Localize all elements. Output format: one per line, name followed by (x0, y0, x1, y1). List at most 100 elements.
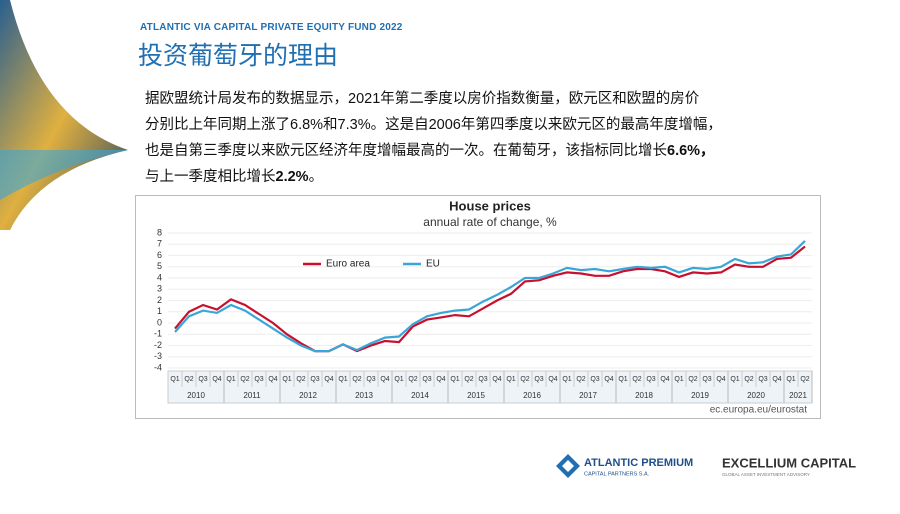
x-tick-label: Q4 (268, 376, 277, 383)
x-tick-label: Q4 (380, 376, 389, 383)
y-tick-label: -4 (154, 362, 162, 372)
x-tick-label: Q3 (758, 376, 767, 383)
x-tick-label: Q3 (198, 376, 207, 383)
x-tick-label: Q4 (604, 376, 613, 383)
logo-left: ATLANTIC PREMIUM (584, 457, 693, 469)
text-run: 2.2% (275, 169, 309, 185)
year-label: 2011 (243, 391, 261, 400)
logo-left-sub: CAPITAL PARTNERS S.A. (584, 471, 650, 477)
x-tick-label: Q1 (730, 376, 739, 383)
x-tick-label: Q3 (254, 376, 263, 383)
year-label: 2015 (467, 391, 485, 400)
x-tick-label: Q2 (520, 376, 529, 383)
x-tick-label: Q2 (296, 376, 305, 383)
year-label: 2010 (187, 391, 205, 400)
x-tick-label: Q4 (772, 376, 781, 383)
x-tick-label: Q3 (534, 376, 543, 383)
x-tick-label: Q2 (240, 376, 249, 383)
year-label: 2013 (355, 391, 373, 400)
y-tick-label: 2 (157, 295, 162, 305)
legend-label: Euro area (326, 259, 370, 270)
year-label: 2017 (579, 391, 597, 400)
year-label: 2019 (691, 391, 709, 400)
y-tick-label: 5 (157, 261, 162, 271)
x-tick-label: Q2 (800, 376, 809, 383)
y-tick-label: 4 (157, 272, 162, 282)
x-tick-label: Q2 (744, 376, 753, 383)
paragraph-line: 与上一季度相比增长2.2%。 (145, 164, 875, 190)
x-tick-label: Q2 (184, 376, 193, 383)
x-tick-label: Q4 (436, 376, 445, 383)
x-tick-label: Q3 (590, 376, 599, 383)
text-run: 与上一季度相比增长 (145, 169, 276, 185)
x-tick-label: Q2 (464, 376, 473, 383)
x-tick-label: Q4 (716, 376, 725, 383)
y-tick-label: 8 (157, 227, 162, 237)
kicker: ATLANTIC VIA CAPITAL PRIVATE EQUITY FUND… (140, 22, 403, 33)
decor-image (0, 0, 128, 230)
x-tick-label: Q4 (492, 376, 501, 383)
x-tick-label: Q2 (632, 376, 641, 383)
x-tick-label: Q1 (282, 376, 291, 383)
paragraph: 据欧盟统计局发布的数据显示，2021年第二季度以房价指数衡量，欧元区和欧盟的房价… (145, 86, 875, 190)
x-tick-label: Q1 (394, 376, 403, 383)
x-tick-label: Q2 (688, 376, 697, 383)
x-tick-label: Q1 (450, 376, 459, 383)
year-label: 2020 (747, 391, 765, 400)
x-tick-label: Q3 (366, 376, 375, 383)
paragraph-line: 也是自第三季度以来欧元区经济年度增幅最高的一次。在葡萄牙，该指标同比增长6.6%… (145, 138, 875, 164)
x-tick-label: Q1 (506, 376, 515, 383)
logo-right: EXCELLIUM CAPITAL (722, 455, 856, 470)
x-tick-label: Q4 (548, 376, 557, 383)
logos: ATLANTIC PREMIUM CAPITAL PARTNERS S.A. E… (556, 454, 856, 478)
y-tick-label: -2 (154, 340, 162, 350)
x-tick-label: Q4 (660, 376, 669, 383)
y-tick-label: -3 (154, 351, 162, 361)
year-label: 2012 (299, 391, 317, 400)
x-tick-label: Q1 (226, 376, 235, 383)
y-tick-label: 1 (157, 306, 162, 316)
year-label: 2021 (789, 391, 807, 400)
text-run: 也是自第三季度以来欧元区经济年度增幅最高的一次。在葡萄牙，该指标同比增长 (145, 143, 667, 159)
slide-title: 投资葡萄牙的理由 (138, 42, 339, 70)
y-tick-label: -1 (154, 329, 162, 339)
x-tick-label: Q2 (408, 376, 417, 383)
text-run: 分别比上年同期上涨了6.8%和7.3%。这是自2006年第四季度以来欧元区的最高… (145, 117, 722, 133)
x-tick-label: Q3 (310, 376, 319, 383)
x-tick-label: Q4 (324, 376, 333, 383)
source: ec.europa.eu/eurostat (710, 405, 808, 416)
text-run: 。 (308, 169, 324, 185)
y-tick-label: 3 (157, 284, 162, 294)
year-label: 2016 (523, 391, 541, 400)
year-label: 2018 (635, 391, 653, 400)
x-tick-label: Q1 (338, 376, 347, 383)
x-tick-label: Q3 (478, 376, 487, 383)
x-tick-label: Q2 (576, 376, 585, 383)
x-tick-label: Q3 (422, 376, 431, 383)
paragraph-line: 分别比上年同期上涨了6.8%和7.3%。这是自2006年第四季度以来欧元区的最高… (145, 112, 875, 138)
y-tick-label: 7 (157, 239, 162, 249)
y-tick-label: 6 (157, 250, 162, 260)
x-tick-label: Q1 (674, 376, 683, 383)
text-run: 据欧盟统计局发布的数据显示，2021年第二季度以房价指数衡量，欧元区和欧盟的房价 (145, 91, 700, 107)
chart-subtitle: annual rate of change, % (423, 215, 557, 229)
x-tick-label: Q2 (352, 376, 361, 383)
paragraph-line: 据欧盟统计局发布的数据显示，2021年第二季度以房价指数衡量，欧元区和欧盟的房价 (145, 86, 875, 112)
x-tick-label: Q1 (618, 376, 627, 383)
year-label: 2014 (411, 391, 429, 400)
x-tick-label: Q1 (170, 376, 179, 383)
x-tick-label: Q1 (786, 376, 795, 383)
x-tick-label: Q3 (702, 376, 711, 383)
legend-label: EU (426, 259, 440, 270)
series-line (174, 245, 806, 353)
text-run: 6.6%， (667, 143, 715, 159)
series-line (174, 240, 806, 353)
x-tick-label: Q1 (562, 376, 571, 383)
logo-right-sub: GLOBAL ASSET INVESTMENT ADVISORY (722, 472, 810, 477)
chart-title: House prices (449, 198, 531, 213)
x-tick-label: Q3 (646, 376, 655, 383)
chart: House prices annual rate of change, % ec… (135, 195, 821, 419)
y-tick-label: 0 (157, 317, 162, 327)
x-tick-label: Q4 (212, 376, 221, 383)
